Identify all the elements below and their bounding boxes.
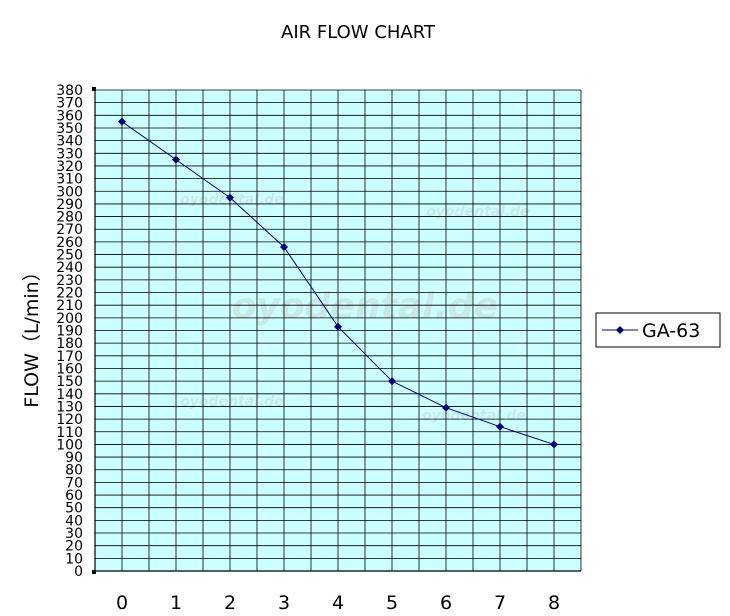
data-point [280,242,288,251]
y-tick-label: 220 [56,286,83,302]
y-tick-label: 190 [56,324,83,340]
x-tick-label: 4 [332,592,344,614]
y-tick-label: 130 [56,399,83,415]
y-axis-ticks: 0102030405060708090100110120130140150160… [56,83,83,580]
y-tick-label: 360 [56,108,83,124]
y-tick-label: 290 [56,197,83,213]
y-tick-label: 50 [65,501,83,517]
y-axis-label: FLOW（L/min） [21,262,43,407]
chart-title: AIR FLOW CHART [281,22,436,43]
data-point [496,422,504,431]
y-tick-label: 230 [56,273,83,289]
y-tick-label: 350 [56,121,83,137]
y-tick-label: 340 [56,134,83,150]
x-tick-label: 7 [494,592,506,614]
legend: GA-63 [595,312,721,348]
y-tick-label: 20 [65,539,83,555]
watermark-text: oyodental.de [422,408,526,424]
y-tick-label: 250 [56,248,83,264]
axis-end-marker [92,570,96,574]
y-tick-label: 40 [65,513,83,529]
y-tick-label: 30 [65,526,83,542]
data-point [388,377,396,386]
y-tick-label: 0 [74,564,83,580]
y-tick-label: 60 [65,488,83,504]
data-point [226,193,234,202]
y-tick-label: 240 [56,260,83,276]
y-tick-label: 210 [56,298,83,314]
data-point [334,322,342,331]
data-point [550,440,558,449]
series-layer [118,117,558,449]
y-tick-label: 380 [56,83,83,99]
y-tick-label: 70 [65,475,83,491]
x-tick-label: 6 [440,592,452,614]
y-tick-label: 160 [56,361,83,377]
y-tick-label: 300 [56,184,83,200]
y-tick-label: 100 [56,437,83,453]
axis-end-marker [92,87,96,91]
y-tick-label: 120 [56,412,83,428]
data-point [118,117,126,126]
data-point [442,403,450,412]
y-tick-label: 270 [56,222,83,238]
y-tick-label: 180 [56,336,83,352]
legend-label: GA-63 [642,320,700,342]
y-tick-label: 170 [56,349,83,365]
y-tick-label: 90 [65,450,83,466]
y-tick-label: 80 [65,463,83,479]
y-tick-label: 280 [56,210,83,226]
y-tick-label: 110 [56,425,83,441]
x-tick-label: 2 [224,592,236,614]
y-tick-label: 330 [56,146,83,162]
y-tick-label: 150 [56,374,83,390]
y-tick-label: 370 [56,96,83,112]
y-tick-label: 200 [56,311,83,327]
x-tick-label: 0 [116,592,128,614]
x-axis-ticks: 0 1 2 3 4 5 6 7 8 [116,592,560,614]
data-point [172,155,180,164]
y-tick-label: 10 [65,551,83,567]
y-tick-label: 310 [56,172,83,188]
y-tick-label: 320 [56,159,83,175]
x-tick-label: 1 [170,592,182,614]
y-tick-label: 140 [56,387,83,403]
x-tick-label: 8 [548,592,560,614]
axes [92,87,581,574]
watermark-text: oyodental.de [426,204,530,220]
watermark-text: oyodental.de [180,394,284,410]
x-tick-label: 3 [278,592,290,614]
x-tick-label: 5 [386,592,398,614]
legend-marker [616,326,624,334]
y-tick-label: 260 [56,235,83,251]
